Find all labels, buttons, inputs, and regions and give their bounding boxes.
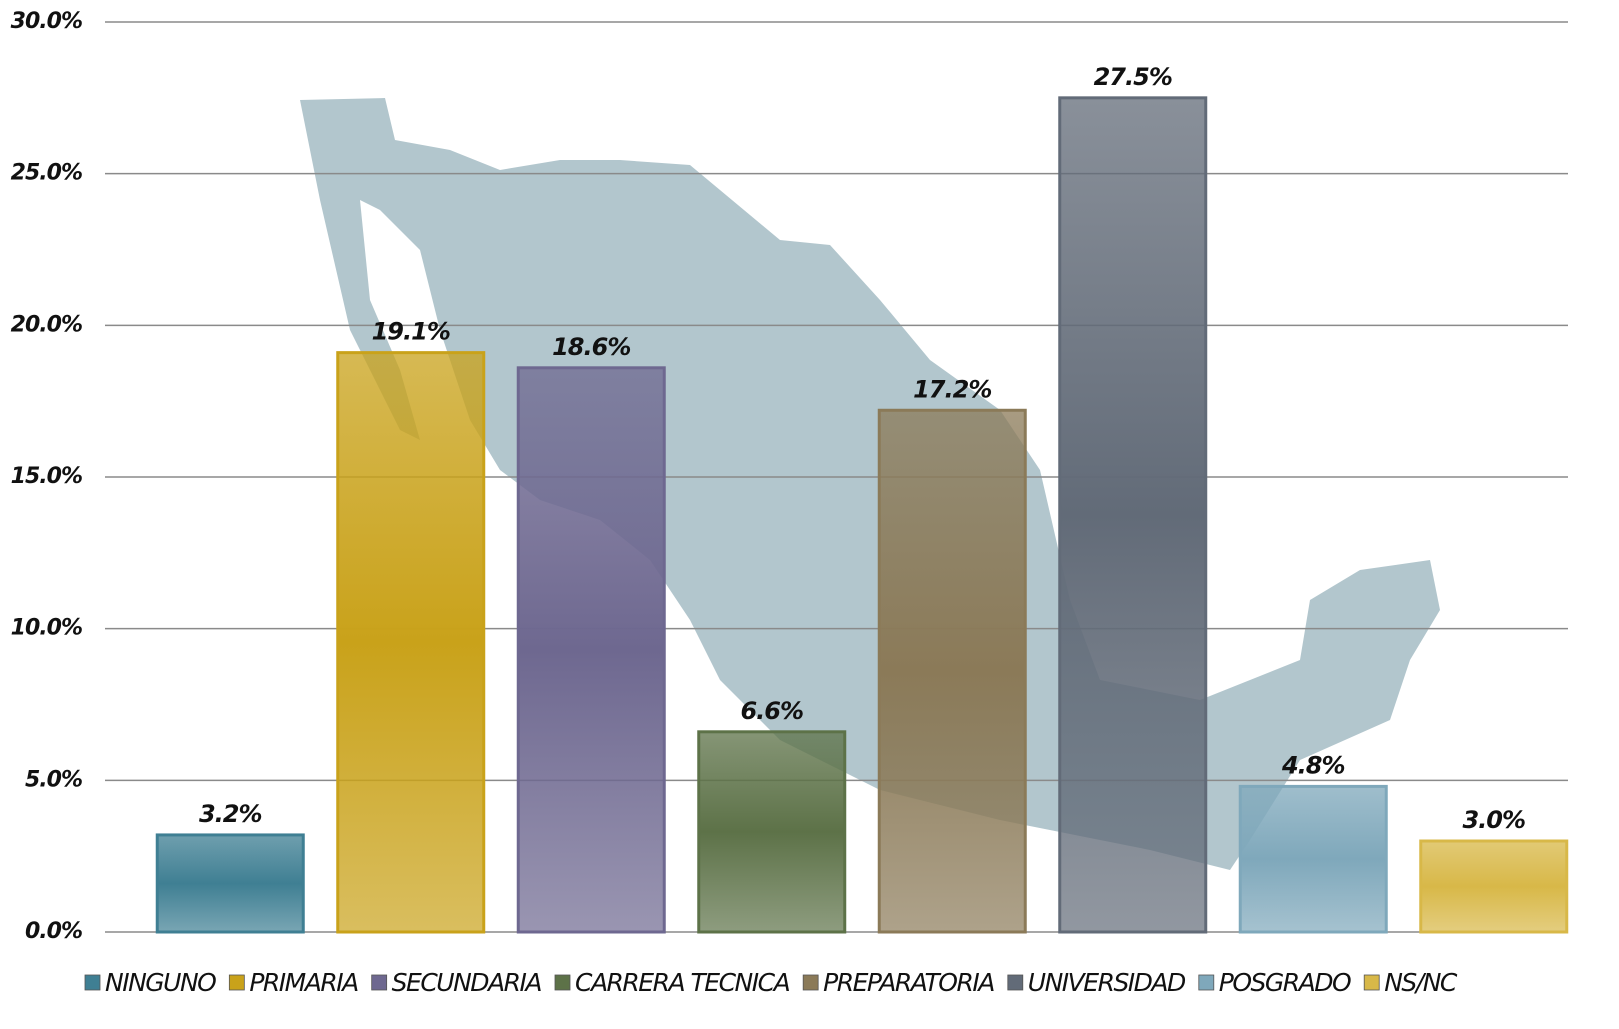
legend-label: PRIMARIA	[249, 968, 358, 997]
bar	[877, 408, 1027, 934]
y-tick-label: 10.0%	[11, 616, 82, 641]
bar	[1058, 96, 1208, 934]
bar	[697, 730, 847, 934]
bar	[1419, 839, 1569, 934]
y-tick-label: 5.0%	[25, 767, 82, 792]
legend-label: UNIVERSIDAD	[1028, 968, 1186, 997]
value-label: 27.5%	[1094, 63, 1172, 91]
y-tick-label: 20.0%	[11, 312, 82, 337]
value-label: 3.2%	[199, 800, 262, 828]
legend-label: CARRERA TECNICA	[575, 968, 790, 997]
legend-label: PREPARATORIA	[823, 968, 994, 997]
legend-label: NINGUNO	[105, 968, 216, 997]
legend-swatch	[1007, 974, 1024, 991]
y-tick-label: 30.0%	[11, 9, 82, 34]
bar	[336, 351, 486, 934]
value-label: 17.2%	[913, 375, 991, 403]
legend-swatch	[228, 974, 245, 991]
value-label: 6.6%	[740, 697, 803, 725]
bar	[516, 366, 666, 934]
legend-label: SECUNDARIA	[392, 968, 542, 997]
legend-swatch	[1363, 974, 1380, 991]
legend-swatch	[802, 974, 819, 991]
value-label: 3.0%	[1462, 806, 1525, 834]
legend-swatch	[84, 974, 101, 991]
value-label: 19.1%	[372, 318, 450, 346]
legend-label: NS/NC	[1384, 968, 1458, 997]
y-tick-label: 0.0%	[25, 919, 82, 944]
y-tick-label: 15.0%	[11, 464, 82, 489]
legend-swatch	[554, 974, 571, 991]
bar	[1238, 784, 1388, 934]
value-label: 4.8%	[1281, 751, 1345, 779]
bar	[155, 833, 305, 934]
legend-swatch	[371, 974, 388, 991]
y-tick-label: 25.0%	[11, 161, 82, 186]
legend-label: POSGRADO	[1219, 968, 1351, 997]
value-label: 18.6%	[552, 333, 630, 361]
background-map	[300, 98, 1440, 870]
legend-swatch	[1198, 974, 1215, 991]
